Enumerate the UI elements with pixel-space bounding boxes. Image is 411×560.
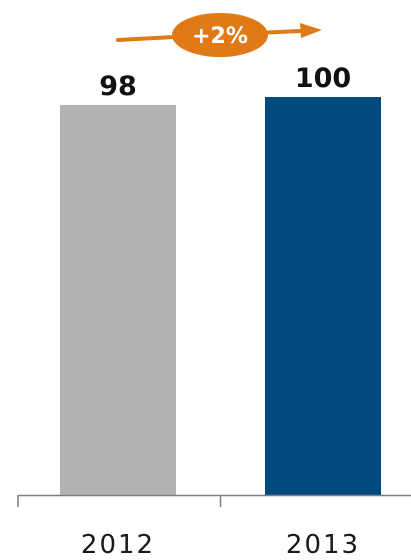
bars-group (60, 97, 381, 496)
x-axis (17, 494, 411, 507)
bar-2013 (265, 97, 381, 495)
growth-badge (172, 13, 268, 57)
tick-labels-group: 2012 2013 (81, 530, 360, 560)
tick-label-2012: 2012 (81, 530, 155, 560)
value-label-2012: 98 (99, 71, 137, 102)
value-label-2013: 100 (295, 63, 351, 94)
bar-2012 (60, 104, 176, 496)
growth-label: +2% (192, 24, 248, 49)
tick-label-2013: 2013 (286, 530, 360, 560)
growth-annotation: +2% (116, 13, 322, 57)
value-labels-group: 98 100 (99, 63, 351, 102)
growth-arrow-head (300, 23, 322, 38)
